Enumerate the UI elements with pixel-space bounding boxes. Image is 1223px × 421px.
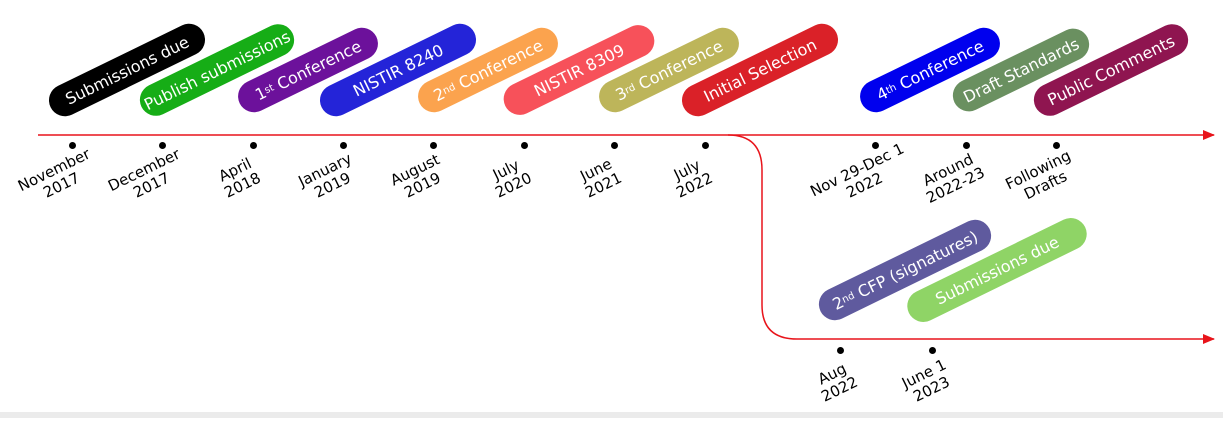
date-marker (701, 141, 709, 149)
branch-timeline-arrow (727, 134, 1215, 344)
date-marker (429, 141, 437, 149)
date-marker (1052, 141, 1060, 149)
date-marker (339, 141, 347, 149)
date-marker (928, 346, 936, 354)
date-marker (68, 141, 76, 149)
date-marker (249, 141, 257, 149)
date-marker (962, 141, 970, 149)
date-marker (871, 141, 879, 149)
footer-bar (0, 412, 1223, 418)
date-marker (836, 346, 844, 354)
date-marker (520, 141, 528, 149)
date-marker (610, 141, 618, 149)
date-marker (158, 141, 166, 149)
